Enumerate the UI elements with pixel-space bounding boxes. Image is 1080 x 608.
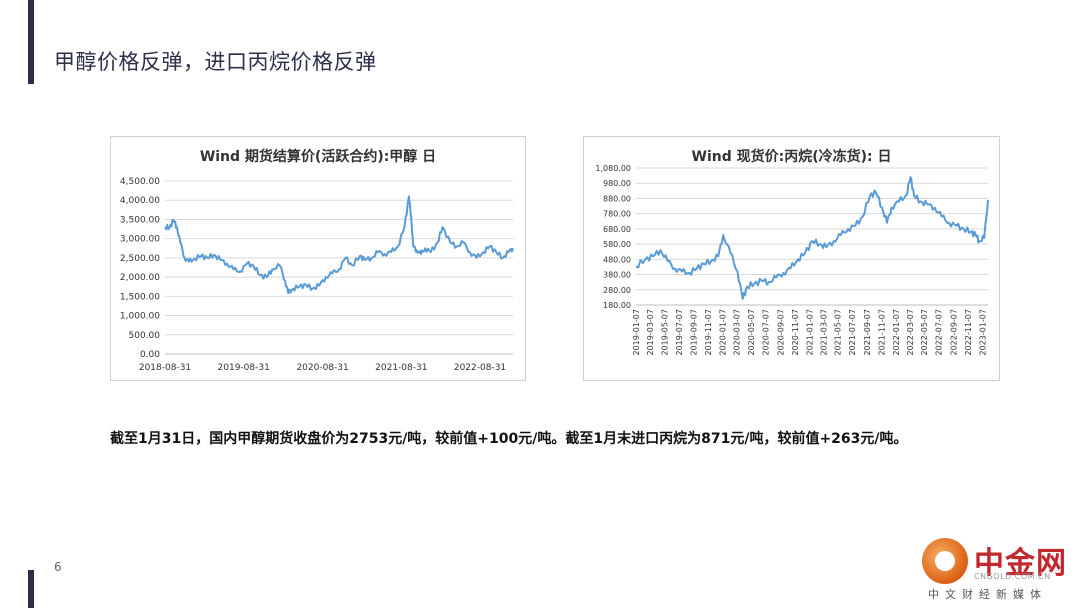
x-tick-label: 2023-01-07 bbox=[978, 309, 987, 356]
x-tick-label: 2020-09-07 bbox=[776, 309, 785, 356]
x-tick-label: 2021-03-07 bbox=[819, 309, 828, 356]
x-tick-label: 2021-09-07 bbox=[863, 309, 872, 356]
x-tick-label: 2018-08-31 bbox=[139, 363, 191, 373]
y-tick-label: 4,000.00 bbox=[120, 196, 160, 206]
y-tick-label: 500.00 bbox=[129, 331, 161, 341]
x-tick-label: 2020-03-07 bbox=[733, 309, 742, 356]
x-tick-label: 2019-09-07 bbox=[690, 309, 699, 356]
x-tick-label: 2022-05-07 bbox=[920, 309, 929, 356]
chart-title: Wind 期货结算价(活跃合约):甲醇 日 bbox=[199, 149, 437, 165]
x-tick-label: 2021-01-07 bbox=[805, 309, 814, 356]
x-tick-label: 2020-07-07 bbox=[762, 309, 771, 356]
cngold-logo: 中金网 CNGOLD.COM.CN 中文财经新媒体 bbox=[912, 532, 1072, 604]
y-tick-label: 380.00 bbox=[603, 271, 631, 280]
x-tick-label: 2021-05-07 bbox=[834, 309, 843, 356]
x-tick-label: 2019-07-07 bbox=[675, 309, 684, 356]
x-tick-label: 2022-01-07 bbox=[892, 309, 901, 356]
x-tick-label: 2019-11-07 bbox=[704, 309, 713, 356]
y-tick-label: 4,500.00 bbox=[120, 177, 160, 187]
methanol-chart-plot: 0.00 500.00 1,000.00 1,500.00 2,000.00 2,500.… bbox=[120, 177, 514, 373]
series-line bbox=[635, 176, 989, 300]
y-tick-label: 1,000.00 bbox=[120, 312, 160, 322]
slide-title: 甲醇价格反弹，进口丙烷价格反弹 bbox=[54, 50, 377, 74]
x-tick-label: 2020-01-07 bbox=[719, 309, 728, 356]
x-tick-label: 2019-05-07 bbox=[660, 309, 669, 356]
y-tick-label: 3,000.00 bbox=[120, 235, 160, 245]
y-tick-label: 980.00 bbox=[603, 179, 631, 188]
x-tick-label: 2020-08-31 bbox=[296, 363, 348, 373]
y-tick-label: 2,000.00 bbox=[120, 273, 160, 283]
logo-tagline: 中文财经新媒体 bbox=[928, 588, 1047, 601]
y-tick-label: 180.00 bbox=[603, 301, 631, 310]
y-tick-label: 280.00 bbox=[603, 286, 631, 295]
logo-mark-icon bbox=[922, 538, 968, 584]
x-tick-label: 2021-07-07 bbox=[848, 309, 857, 356]
series-line bbox=[164, 195, 514, 295]
page-number: 6 bbox=[54, 560, 62, 574]
x-tick-label: 2022-03-07 bbox=[906, 309, 915, 356]
y-tick-label: 580.00 bbox=[603, 240, 631, 249]
chart-title: Wind 现货价:丙烷(冷冻货): 日 bbox=[691, 149, 892, 165]
x-tick-label: 2021-08-31 bbox=[375, 363, 427, 373]
x-tick-label: 2022-09-07 bbox=[949, 309, 958, 356]
logo-domain: CNGOLD.COM.CN bbox=[974, 572, 1051, 581]
y-tick-label: 3,500.00 bbox=[120, 215, 160, 225]
x-tick-label: 2022-08-31 bbox=[454, 363, 506, 373]
y-tick-label: 0.00 bbox=[140, 350, 160, 360]
propane-chart: Wind 现货价:丙烷(冷冻货): 日 180.00 280.00 380.00 48… bbox=[583, 136, 1000, 381]
x-tick-label: 2019-01-07 bbox=[632, 309, 641, 356]
y-tick-label: 680.00 bbox=[603, 225, 631, 234]
logo-name: 中金网 bbox=[974, 546, 1067, 581]
y-tick-label: 2,500.00 bbox=[120, 254, 160, 264]
summary-text: 截至1月31日，国内甲醇期货收盘价为2753元/吨，较前值+100元/吨。截至1… bbox=[110, 431, 908, 447]
y-tick-label: 780.00 bbox=[603, 210, 631, 219]
y-tick-label: 1,500.00 bbox=[120, 292, 160, 302]
y-tick-label: 880.00 bbox=[603, 194, 631, 203]
x-tick-label: 2022-07-07 bbox=[935, 309, 944, 356]
y-tick-label: 480.00 bbox=[603, 255, 631, 264]
x-tick-label: 2020-11-07 bbox=[791, 309, 800, 356]
methanol-chart: Wind 期货结算价(活跃合约):甲醇 日 0.00 500.00 1,000.00… bbox=[110, 136, 526, 381]
y-tick-label: 1,080.00 bbox=[595, 164, 631, 173]
propane-chart-plot: 180.00 280.00 380.00 480.00 580.00 680.00 780.… bbox=[595, 164, 989, 356]
x-tick-label: 2019-03-07 bbox=[646, 309, 655, 356]
x-tick-label: 2019-08-31 bbox=[218, 363, 270, 373]
x-tick-label: 2022-11-07 bbox=[964, 309, 973, 356]
title-accent-bar bbox=[28, 0, 34, 84]
x-tick-label: 2021-11-07 bbox=[877, 309, 886, 356]
footer-accent-bar bbox=[28, 570, 34, 608]
x-tick-label: 2020-05-07 bbox=[747, 309, 756, 356]
